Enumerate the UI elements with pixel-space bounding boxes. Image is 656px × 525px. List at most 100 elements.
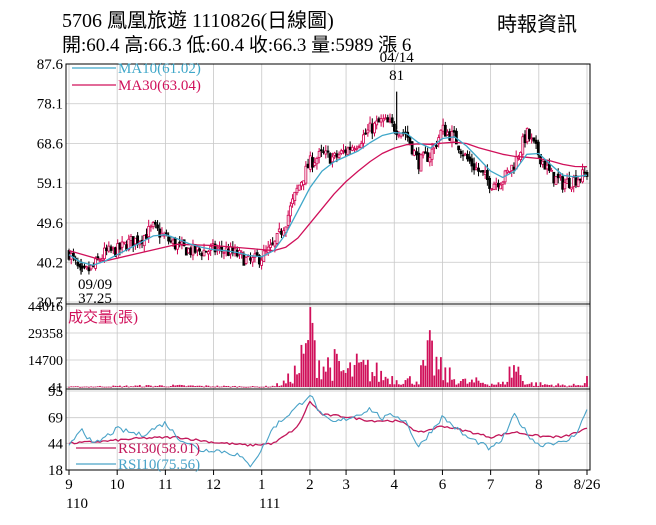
volume-bar xyxy=(94,386,97,388)
candle-body xyxy=(459,150,463,155)
volume-bar xyxy=(313,340,316,387)
volume-bar xyxy=(176,385,179,387)
volume-bar xyxy=(340,371,343,387)
candle-body xyxy=(415,151,418,156)
volume-bar xyxy=(448,367,451,387)
volume-bar xyxy=(207,385,210,387)
volume-bar xyxy=(457,383,460,387)
volume-bar xyxy=(568,385,571,387)
volume-bar xyxy=(158,385,161,387)
candle-body xyxy=(412,150,416,156)
volume-bar xyxy=(338,361,340,387)
candle-body xyxy=(532,137,536,142)
volume-bar xyxy=(559,385,562,387)
candle-body xyxy=(339,150,343,154)
volume-bar xyxy=(198,385,201,387)
volume-bar xyxy=(311,322,314,387)
volume-bar xyxy=(276,383,278,387)
rsi-legend-entry: RSI30(58.01) xyxy=(118,441,200,457)
volume-bar xyxy=(223,385,225,387)
candle-body xyxy=(583,171,587,174)
low-date-annotation: 09/09 xyxy=(78,277,112,293)
candle-body xyxy=(288,205,292,217)
candle-body xyxy=(481,170,485,173)
candle-body xyxy=(109,246,113,251)
candle-body xyxy=(244,257,248,264)
candle-body xyxy=(576,179,580,188)
candle-body xyxy=(200,252,204,257)
volume-bar xyxy=(92,386,95,388)
candle-body xyxy=(428,157,432,163)
candle-body xyxy=(366,129,370,134)
candle-body xyxy=(461,154,465,157)
candle-body xyxy=(280,230,283,235)
candle-body xyxy=(350,146,354,151)
candle-body xyxy=(521,136,525,155)
candle-body xyxy=(326,150,330,153)
volume-bar xyxy=(99,385,101,387)
volume-bar xyxy=(402,383,405,387)
candle-body xyxy=(368,122,372,132)
volume-bar xyxy=(194,386,197,387)
candle-body xyxy=(505,169,509,173)
volume-bar xyxy=(130,386,132,388)
volume-bar xyxy=(127,386,130,388)
volume-bar xyxy=(167,386,170,388)
volume-bar xyxy=(409,376,411,387)
candle-body xyxy=(322,151,325,153)
candle-body xyxy=(313,162,317,166)
volume-bar xyxy=(524,384,526,387)
rsi-panel xyxy=(68,394,588,468)
plot-frame xyxy=(65,63,591,471)
candle-body xyxy=(474,167,478,170)
candle-body xyxy=(534,139,538,144)
candle-body xyxy=(127,238,131,251)
candle-body xyxy=(525,127,529,143)
volume-bar xyxy=(163,386,166,388)
rsi-tick-label: 69 xyxy=(48,411,63,427)
month-tick-label: 8 xyxy=(535,477,543,493)
candle-body xyxy=(187,248,190,254)
volume-bar xyxy=(154,385,157,387)
candle-body xyxy=(373,122,376,134)
candle-body xyxy=(424,151,427,154)
volume-bar xyxy=(74,386,77,388)
candle-body xyxy=(131,236,135,247)
candle-body xyxy=(302,180,306,186)
volume-bar xyxy=(116,385,119,387)
month-tick-label: 12 xyxy=(206,477,221,493)
candle-body xyxy=(156,224,159,229)
candle-body xyxy=(472,163,476,171)
candle-body xyxy=(421,152,425,156)
candle-body xyxy=(457,145,461,151)
candle-body xyxy=(353,148,356,151)
volume-bar xyxy=(70,386,73,388)
candle-body xyxy=(134,237,137,245)
volume-bar xyxy=(431,340,433,387)
candle-body xyxy=(218,246,221,249)
volume-bar xyxy=(462,379,464,387)
price-tick-label: 49.6 xyxy=(37,216,64,232)
volume-bar xyxy=(134,385,137,387)
volume-bar xyxy=(581,385,584,387)
candle-body xyxy=(145,234,148,239)
volume-bar xyxy=(103,386,106,388)
month-tick-label: 6 xyxy=(439,477,447,493)
candle-body xyxy=(311,157,314,168)
candle-body xyxy=(282,230,286,236)
candle-body xyxy=(468,156,472,162)
candle-body xyxy=(388,119,392,122)
candle-body xyxy=(317,150,321,158)
candle-body xyxy=(375,120,379,126)
volume-bar xyxy=(473,382,476,387)
volume-bar xyxy=(415,381,418,387)
candle-body xyxy=(384,117,387,120)
candle-body xyxy=(184,247,188,256)
candle-body xyxy=(333,152,337,156)
volume-bar xyxy=(521,381,524,387)
candle-body xyxy=(443,124,447,137)
volume-bar xyxy=(570,385,573,387)
candle-body xyxy=(519,152,522,161)
volume-bar xyxy=(178,384,181,387)
